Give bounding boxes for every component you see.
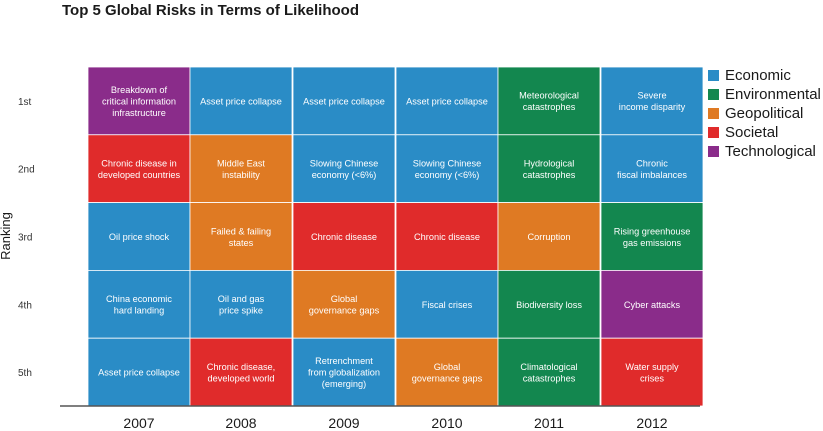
risk-cell-label: Slowing Chinese economy (<6%)	[310, 158, 378, 180]
rank-label: 4th	[18, 300, 32, 311]
risk-cell-label: Chronic disease	[414, 232, 480, 242]
chart-title: Top 5 Global Risks in Terms of Likelihoo…	[62, 2, 359, 19]
legend-swatch	[708, 70, 719, 81]
risk-cell-label: Slowing Chinese economy (<6%)	[413, 158, 481, 180]
risk-cell	[292, 134, 396, 204]
risk-cell-label: Severe income disparity	[619, 91, 686, 113]
risk-cell	[292, 202, 396, 271]
risk-cell	[395, 134, 499, 204]
legend-label: Economic	[725, 67, 791, 84]
risk-cell	[497, 269, 601, 339]
risk-cell	[292, 337, 396, 407]
risk-cell	[600, 202, 704, 271]
risk-cell-label: Water supply crises	[625, 362, 679, 384]
risk-cell	[395, 337, 499, 407]
legend-label: Societal	[725, 124, 779, 141]
risk-cell-label: Asset price collapse	[200, 96, 282, 106]
legend-label: Environmental	[725, 86, 821, 103]
risk-cell-label: Hydrological catastrophes	[523, 158, 576, 180]
risk-cell-label: Meteorological catastrophes	[519, 91, 579, 113]
risk-cell	[600, 134, 704, 204]
risk-cell-label: Retrenchment from globalization (emerging)	[308, 356, 380, 389]
rank-label: 2nd	[18, 165, 35, 176]
risk-cell	[395, 269, 499, 339]
legend: Economic Environmental Geopolitical Societa…	[708, 66, 821, 161]
risk-cell	[189, 337, 293, 407]
risk-cell	[497, 66, 601, 136]
risk-cell-label: Asset price collapse	[303, 96, 385, 106]
risk-cell-label: Failed & failing states	[211, 226, 271, 248]
risk-cell-label: Breakdown of critical information infrastr…	[102, 85, 176, 118]
risk-cell-label: Fiscal crises	[422, 300, 473, 310]
risk-cell-label: Global governance gaps	[309, 294, 380, 316]
legend-swatch	[708, 108, 719, 119]
risk-cell-label: Oil and gas price spike	[218, 294, 265, 316]
risk-cell	[600, 337, 704, 407]
risk-cell	[189, 134, 293, 204]
risk-cell-label: Cyber attacks	[624, 300, 681, 310]
risk-cell	[497, 337, 601, 407]
risk-cell-label: Corruption	[528, 232, 571, 242]
rank-label: 5th	[18, 368, 32, 379]
risk-cell	[189, 66, 293, 136]
risk-cell	[292, 269, 396, 339]
risk-cell	[87, 134, 191, 204]
rank-label: 3rd	[18, 233, 32, 244]
risk-cell-label: Rising greenhouse gas emissions	[614, 226, 691, 248]
x-tick-label: 2011	[534, 415, 564, 431]
x-tick-label: 2012	[636, 415, 667, 431]
legend-swatch	[708, 146, 719, 157]
legend-item: Technological	[708, 142, 821, 161]
legend-item: Economic	[708, 66, 821, 85]
risk-cell-label: Climatological catastrophes	[520, 362, 577, 384]
risk-cell	[189, 202, 293, 271]
x-tick-label: 2008	[225, 415, 256, 431]
risk-cell-label: Middle East instability	[217, 158, 265, 180]
risk-cell	[600, 269, 704, 339]
risk-cell-label: Global governance gaps	[412, 362, 483, 384]
risk-cell-label: Chronic fiscal imbalances	[617, 158, 687, 180]
legend-swatch	[708, 89, 719, 100]
risk-cell	[497, 134, 601, 204]
legend-item: Environmental	[708, 85, 821, 104]
legend-label: Geopolitical	[725, 105, 804, 122]
risk-cell-label: Oil price shock	[109, 232, 170, 242]
x-tick-label: 2010	[431, 415, 462, 431]
legend-label: Technological	[725, 143, 816, 160]
y-axis-label: Ranking	[0, 212, 13, 260]
risk-cell	[292, 66, 396, 136]
risk-cell-label: Chronic disease, developed world	[207, 362, 275, 384]
legend-item: Geopolitical	[708, 104, 821, 123]
risk-cell-label: Asset price collapse	[406, 96, 488, 106]
risk-cell	[87, 269, 191, 339]
legend-item: Societal	[708, 123, 821, 142]
risk-cell-label: Chronic disease	[311, 232, 377, 242]
risk-cell	[395, 202, 499, 271]
legend-swatch	[708, 127, 719, 138]
risk-cell	[189, 269, 293, 339]
rank-label: 1st	[18, 97, 32, 108]
x-tick-label: 2009	[328, 415, 359, 431]
risk-cell-label: Chronic disease in developed countries	[98, 158, 181, 180]
risk-cell-label: China economic hard landing	[106, 294, 172, 316]
risk-cell	[600, 66, 704, 136]
risk-cell	[497, 202, 601, 271]
risk-cell-label: Asset price collapse	[98, 368, 180, 378]
x-tick-label: 2007	[123, 415, 154, 431]
risk-cell-label: Biodiversity loss	[516, 300, 582, 310]
